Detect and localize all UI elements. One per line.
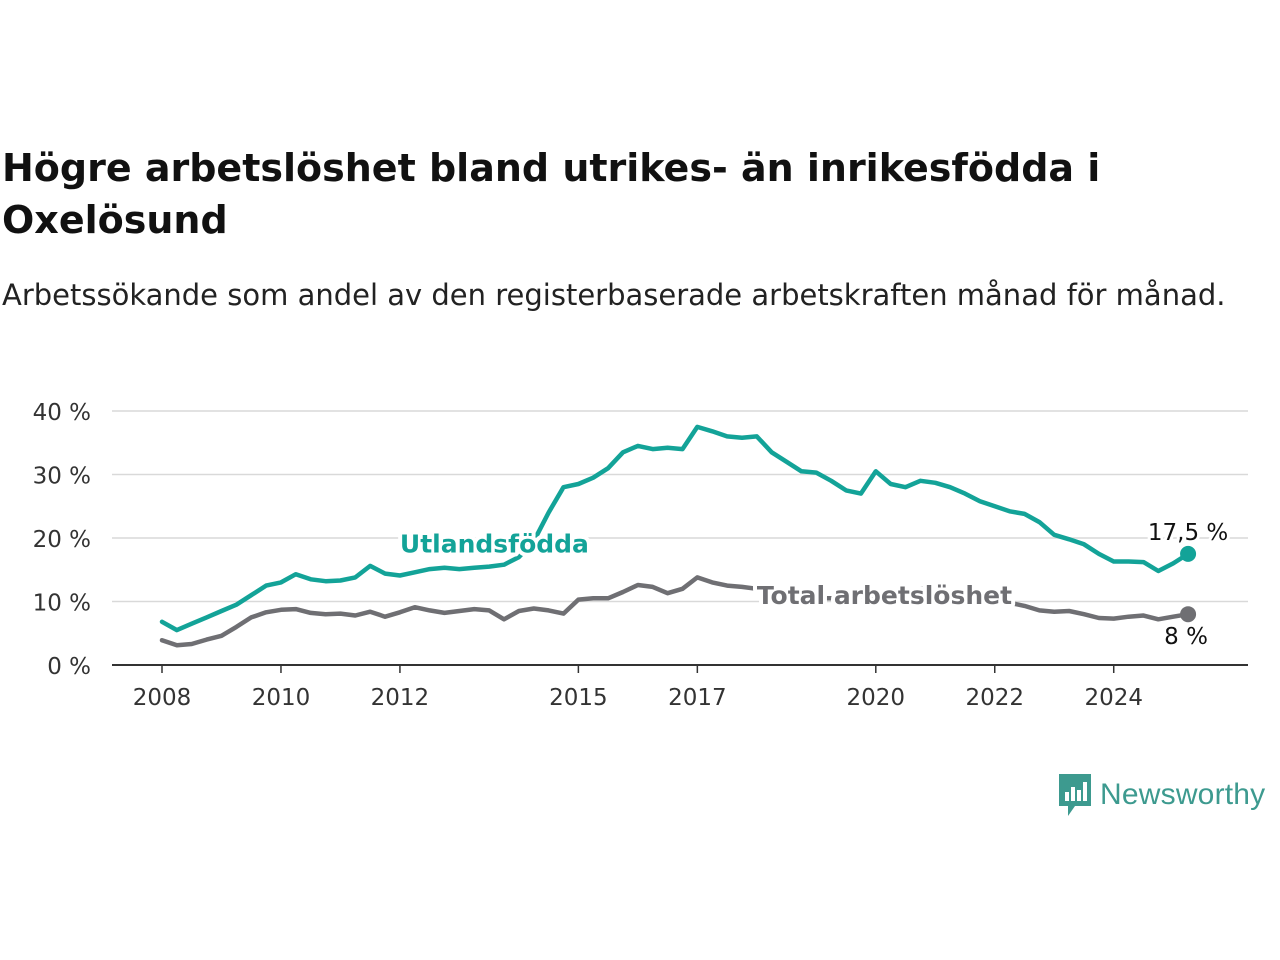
- annotation-utlandsfodda: Utlandsfödda: [400, 530, 589, 559]
- annotation-total: Total arbetslöshet: [757, 581, 1012, 610]
- end-label-utlandsfodda: 17,5 %: [1148, 520, 1228, 546]
- end-marker-utlandsfodda: [1180, 545, 1197, 562]
- y-tick-label: 30 %: [33, 464, 91, 490]
- line-chart: 0 % 10 % 20 % 30 % 40 % 2008 2010 2012 2015 2017 2…: [33, 400, 1248, 711]
- newsworthy-brand: Newsworthy: [1058, 772, 1265, 818]
- x-tick-label: 2010: [252, 685, 311, 711]
- x-tick-label: 2017: [668, 685, 727, 711]
- y-tick-label: 20 %: [33, 527, 91, 553]
- x-tick-label: 2015: [549, 685, 608, 711]
- chart-title: Högre arbetslöshet bland utrikes- än inr…: [2, 146, 1101, 242]
- brand-name: Newsworthy: [1100, 778, 1266, 811]
- x-tick-label: 2024: [1084, 685, 1143, 711]
- series-line-total: [159, 575, 1191, 648]
- x-tick-label: 2022: [965, 685, 1024, 711]
- end-marker-total: [1180, 606, 1197, 623]
- x-tick-label: 2008: [133, 685, 192, 711]
- y-tick-label: 10 %: [33, 591, 91, 617]
- y-tick-label: 0 %: [47, 654, 91, 680]
- x-tick-label: 2020: [847, 685, 906, 711]
- chart-subtitle: Arbetssökande som andel av den registerb…: [2, 278, 1226, 312]
- x-tick-label: 2012: [371, 685, 430, 711]
- y-tick-label: 40 %: [33, 400, 91, 426]
- series-line-utlandsfodda: [159, 424, 1191, 633]
- newsworthy-logo-icon: [1059, 774, 1091, 816]
- end-label-total: 8 %: [1164, 624, 1208, 650]
